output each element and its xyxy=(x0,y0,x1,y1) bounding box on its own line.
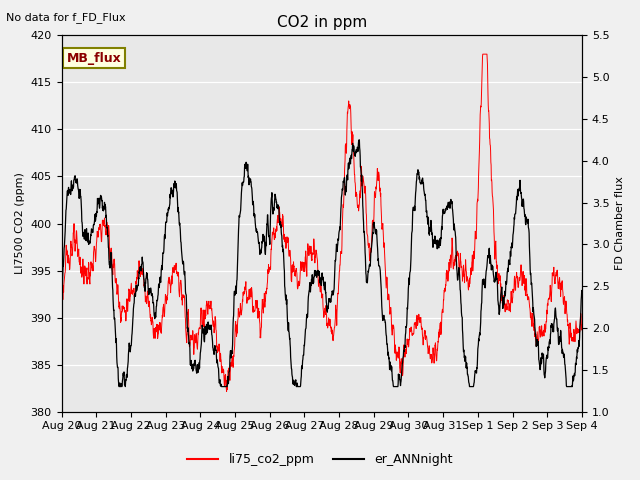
Title: CO2 in ppm: CO2 in ppm xyxy=(276,15,367,30)
Text: MB_flux: MB_flux xyxy=(67,52,122,65)
Y-axis label: LI7500 CO2 (ppm): LI7500 CO2 (ppm) xyxy=(15,173,25,275)
Legend: li75_co2_ppm, er_ANNnight: li75_co2_ppm, er_ANNnight xyxy=(182,448,458,471)
Y-axis label: FD Chamber flux: FD Chamber flux xyxy=(615,177,625,270)
Text: No data for f_FD_Flux: No data for f_FD_Flux xyxy=(6,12,126,23)
